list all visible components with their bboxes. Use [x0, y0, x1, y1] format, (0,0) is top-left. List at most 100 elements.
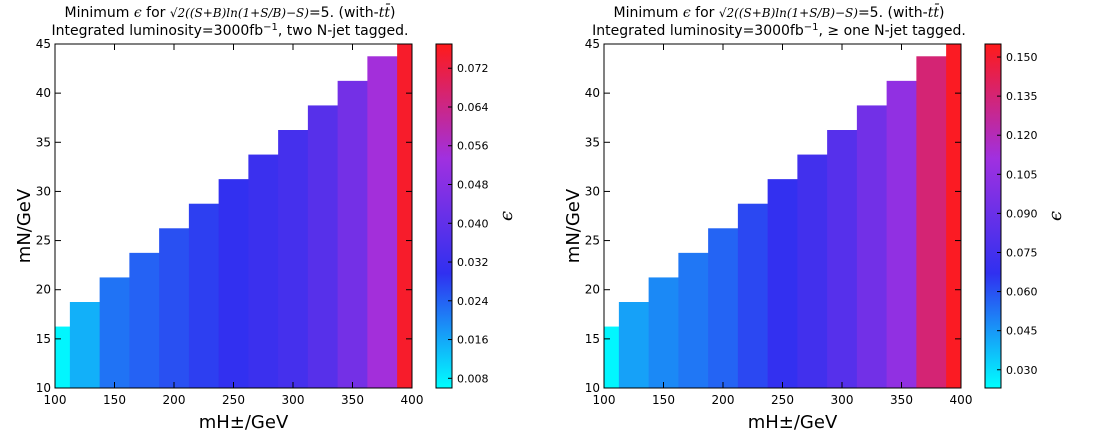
colorbar-tick-label: 0.030 [1006, 364, 1038, 377]
title-fragment: ϵ [134, 5, 142, 21]
title-fragment: tt̄ [379, 3, 391, 21]
colorbar-tick-label: 0.064 [457, 101, 489, 114]
heatmap-cell [797, 154, 828, 388]
title-fragment: =5. (with- [858, 5, 928, 21]
y-tick-label: 25 [585, 234, 600, 248]
heatmap-cell [188, 203, 220, 388]
y-tick-label: 30 [36, 184, 51, 198]
x-tick-label: 100 [44, 393, 67, 407]
x-axis-label: mH±/GeV [748, 412, 838, 433]
y-tick-label: 35 [36, 135, 51, 149]
heatmap-cell [248, 154, 279, 388]
heatmap-cell [708, 228, 739, 388]
heatmap-cell [604, 326, 620, 388]
x-tick-label: 150 [103, 393, 126, 407]
title-fragment: −1 [804, 22, 819, 33]
x-tick-label: 400 [950, 393, 973, 407]
colorbar-tick-label: 0.032 [457, 256, 489, 269]
heatmap-cell [129, 252, 160, 388]
colorbar [435, 43, 453, 389]
heatmap-cell [397, 44, 413, 388]
heatmap-cell [307, 105, 339, 388]
y-tick-label: 25 [36, 234, 51, 248]
heatmap-cell [678, 252, 709, 388]
x-tick-label: 150 [652, 393, 675, 407]
y-tick-label: 35 [585, 135, 600, 149]
y-tick-label: 45 [585, 37, 600, 51]
title-fragment: ϵ [683, 5, 691, 21]
title-fragment: for [691, 5, 719, 21]
title-fragment: =5. (with- [309, 5, 379, 21]
chart-title-line-1: Minimum ϵ for √2((S+B)ln(1+S/B)−S)=5. (w… [65, 3, 396, 21]
chart-title-line-1: Minimum ϵ for √2((S+B)ln(1+S/B)−S)=5. (w… [614, 3, 945, 21]
colorbar-tick-label: 0.040 [457, 217, 489, 230]
heatmap-cell [337, 80, 368, 388]
heatmap-cell [856, 105, 888, 388]
y-tick-label: 45 [36, 37, 51, 51]
colorbar-tick-label: 0.008 [457, 372, 489, 385]
title-fragment: tt̄ [928, 3, 940, 21]
heatmap-cells [604, 44, 962, 389]
x-tick-label: 350 [890, 393, 913, 407]
title-fragment: √2((S+B)ln(1+S/B)−S) [719, 6, 858, 20]
heatmap-cell [946, 44, 962, 388]
heatmap-panel-one-or-more-tagged: Minimum ϵ for √2((S+B)ln(1+S/B)−S)=5. (w… [549, 0, 1097, 436]
y-tick-label: 10 [36, 381, 51, 395]
title-fragment: Minimum [614, 5, 683, 21]
y-tick-label: 20 [36, 283, 51, 297]
y-tick-label: 40 [36, 86, 51, 100]
colorbar-tick-label: 0.056 [457, 140, 489, 153]
y-axis-label: mN/GeV [14, 188, 35, 263]
heatmap-cell [159, 228, 190, 388]
x-tick-label: 300 [282, 393, 305, 407]
x-tick-label: 200 [163, 393, 186, 407]
colorbar-label: ϵ [1045, 211, 1066, 221]
title-fragment: , two N-jet tagged. [278, 23, 409, 39]
y-tick-label: 15 [36, 332, 51, 346]
heatmap-cell [618, 302, 650, 388]
x-tick-label: 400 [401, 393, 424, 407]
colorbar [984, 43, 1002, 389]
title-fragment: Integrated luminosity=3000fb [592, 23, 804, 39]
y-tick-label: 40 [585, 86, 600, 100]
colorbar-tick-label: 0.090 [1006, 207, 1038, 220]
y-axis-label: mN/GeV [563, 188, 584, 263]
colorbar-tick-label: 0.072 [457, 62, 489, 75]
title-fragment: for [142, 5, 170, 21]
colorbar-tick-label: 0.075 [1006, 246, 1038, 259]
title-fragment: √2((S+B)ln(1+S/B)−S) [170, 6, 309, 20]
colorbar-label: ϵ [496, 211, 517, 221]
title-fragment: Integrated luminosity=3000fb [51, 23, 263, 39]
heatmap-cell [827, 130, 858, 388]
heatmap-chart-one-or-more-tagged: Minimum ϵ for √2((S+B)ln(1+S/B)−S)=5. (w… [563, 3, 1066, 433]
heatmap-cell [69, 302, 101, 388]
title-fragment: ) [939, 5, 944, 21]
x-tick-label: 200 [712, 393, 735, 407]
colorbar-tick-label: 0.045 [1006, 325, 1038, 338]
heatmap-chart-two-tagged: Minimum ϵ for √2((S+B)ln(1+S/B)−S)=5. (w… [14, 3, 517, 433]
colorbar-tick-label: 0.135 [1006, 90, 1038, 103]
y-tick-label: 20 [585, 283, 600, 297]
chart-title-line-2: Integrated luminosity=3000fb−1, ≥ one N-… [592, 22, 966, 40]
colorbar-tick-label: 0.120 [1006, 129, 1038, 142]
colorbar-tick-label: 0.016 [457, 334, 489, 347]
colorbar-tick-label: 0.150 [1006, 51, 1038, 64]
y-tick-label: 30 [585, 184, 600, 198]
heatmap-cells [55, 44, 413, 389]
heatmap-cell [916, 56, 947, 389]
heatmap-cell [648, 277, 679, 388]
heatmap-cell [278, 130, 309, 388]
x-tick-label: 250 [222, 393, 245, 407]
heatmap-cell [99, 277, 130, 388]
title-fragment: Minimum [65, 5, 134, 21]
chart-title-line-2: Integrated luminosity=3000fb−1, two N-je… [51, 22, 408, 40]
colorbar-tick-label: 0.060 [1006, 286, 1038, 299]
title-fragment: −1 [263, 22, 278, 33]
heatmap-cell [886, 80, 917, 388]
heatmap-cell [367, 56, 398, 389]
y-tick-label: 15 [585, 332, 600, 346]
heatmap-cell [218, 179, 249, 388]
colorbar-tick-label: 0.024 [457, 295, 489, 308]
y-tick-label: 10 [585, 381, 600, 395]
x-tick-label: 100 [593, 393, 616, 407]
